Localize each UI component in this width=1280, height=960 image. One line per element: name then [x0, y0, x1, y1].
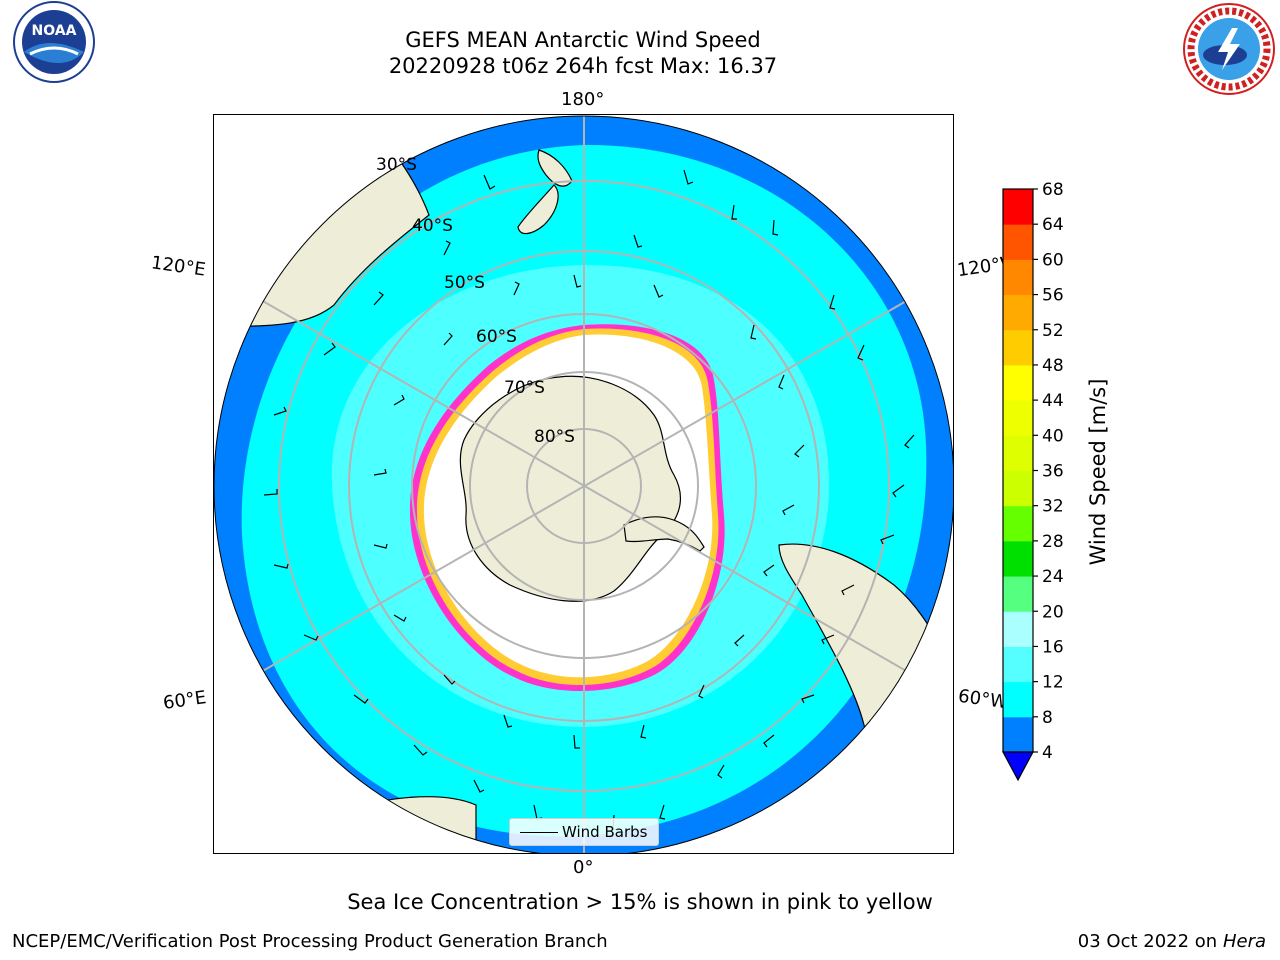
polar-map: 30°S 40°S 50°S 60°S 70°S 80°S	[214, 115, 953, 853]
colorbar-tick-label: 48	[1042, 356, 1064, 376]
colorbar-swatch	[1003, 681, 1033, 718]
lat-label-30s: 30°S	[376, 155, 417, 175]
chart-subtitle: 20220928 t06z 264h fcst Max: 16.37	[388, 54, 778, 78]
colorbar-swatch	[1003, 646, 1033, 683]
footer-branch: NCEP/EMC/Verification Post Processing Pr…	[12, 931, 608, 952]
colorbar-tick-label: 36	[1042, 462, 1064, 482]
new-zealand-north-island	[537, 149, 573, 187]
colorbar-swatch	[1003, 505, 1033, 542]
legend-label: Wind Barbs	[562, 823, 648, 841]
lat-label-50s: 50°S	[444, 273, 485, 293]
footer-host: Hera	[1222, 931, 1266, 952]
lat-label-40s: 40°S	[412, 216, 453, 236]
colorbar-swatch	[1003, 540, 1033, 577]
globe-outline	[214, 115, 953, 853]
colorbar-title: Wind Speed [m/s]	[1086, 378, 1110, 566]
colorbar-swatch	[1003, 329, 1033, 366]
lon-label-0: 0°	[573, 857, 594, 878]
colorbar-tick-label: 28	[1042, 532, 1064, 552]
nws-logo	[1178, 0, 1280, 98]
colorbar-tick-label: 44	[1042, 391, 1064, 411]
colorbar-tick-label: 8	[1042, 708, 1053, 728]
colorbar-swatch	[1003, 400, 1033, 436]
colorbar-tick-label: 32	[1042, 497, 1064, 517]
antarctica-land	[459, 375, 681, 602]
colorbar-swatch	[1003, 189, 1033, 225]
colorbar-tick-label: 40	[1042, 426, 1064, 446]
lon-label-120e: 120°E	[149, 252, 207, 281]
legend-line-swatch	[520, 832, 558, 833]
colorbar-swatch	[1003, 435, 1033, 471]
lat-label-70s: 70°S	[504, 378, 545, 398]
footer-date: 03 Oct 2022 on Hera	[1078, 931, 1266, 952]
colorbar-tick-label: 4	[1042, 743, 1053, 763]
colorbar-under-triangle	[1001, 751, 1035, 782]
colorbar-tick-label: 60	[1042, 250, 1064, 270]
footer-date-text: 03 Oct 2022 on	[1077, 931, 1223, 952]
colorbar-swatch	[1003, 611, 1033, 647]
colorbar-tick-label: 16	[1042, 637, 1064, 657]
sea-ice-note: Sea Ice Concentration > 15% is shown in …	[347, 890, 933, 914]
colorbar-tick-label: 56	[1042, 286, 1064, 306]
lat-label-60s: 60°S	[476, 327, 517, 347]
colorbar-swatch	[1003, 294, 1033, 331]
colorbar-swatch	[1003, 364, 1033, 401]
colorbar-swatch	[1003, 716, 1033, 753]
colorbar-swatch	[1003, 576, 1033, 612]
colorbar-tick-label: 68	[1042, 180, 1064, 200]
wind-barbs-legend: Wind Barbs	[509, 818, 659, 846]
new-zealand-south-island	[517, 184, 559, 235]
svg-text:NOAA: NOAA	[32, 23, 77, 39]
colorbar-tick-label: 20	[1042, 602, 1064, 622]
chart-title: GEFS MEAN Antarctic Wind Speed	[405, 28, 761, 52]
noaa-logo: NOAA	[2, 0, 106, 84]
lon-label-60e: 60°E	[161, 687, 208, 714]
map-panel: 30°S 40°S 50°S 60°S 70°S 80°S Wind Barbs	[213, 114, 954, 854]
colorbar-tick-label: 24	[1042, 567, 1064, 587]
wind-barbs	[263, 169, 915, 831]
colorbar-tick-label: 12	[1042, 673, 1064, 693]
colorbar-swatch	[1003, 224, 1033, 260]
colorbar-tick-label: 64	[1042, 215, 1064, 235]
colorbar-swatch	[1003, 470, 1033, 507]
lon-label-180: 180°	[561, 89, 605, 110]
colorbar-swatches	[1003, 189, 1033, 753]
colorbar-tick-label: 52	[1042, 321, 1064, 341]
colorbar-swatch	[1003, 259, 1033, 296]
longitude-gridlines	[214, 116, 953, 853]
lat-label-80s: 80°S	[534, 427, 575, 447]
